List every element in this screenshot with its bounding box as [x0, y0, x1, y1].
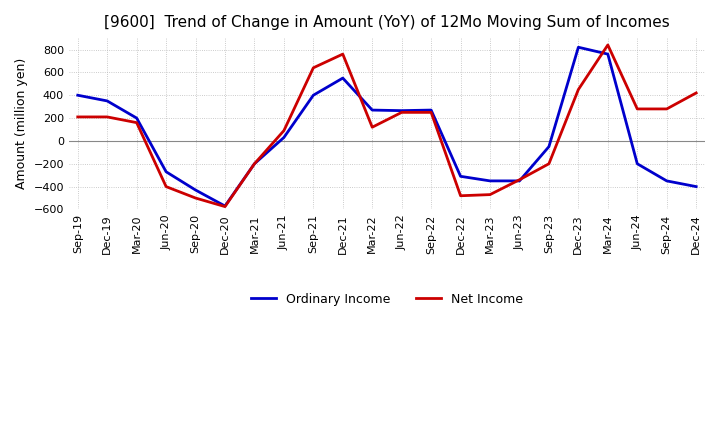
Ordinary Income [692, 184, 701, 189]
Ordinary Income [132, 115, 141, 121]
Line: Net Income: Net Income [78, 45, 696, 207]
Ordinary Income [486, 178, 495, 183]
Ordinary Income [544, 144, 553, 149]
Ordinary Income [338, 75, 347, 81]
Net Income [633, 106, 642, 112]
Net Income [309, 65, 318, 70]
Ordinary Income [368, 107, 377, 113]
Ordinary Income [220, 203, 229, 209]
Line: Ordinary Income: Ordinary Income [78, 47, 696, 206]
Ordinary Income [397, 108, 406, 113]
Ordinary Income [574, 44, 582, 50]
Ordinary Income [309, 92, 318, 98]
Net Income [103, 114, 112, 120]
Net Income [132, 120, 141, 125]
Ordinary Income [456, 174, 465, 179]
Ordinary Income [603, 51, 612, 57]
Ordinary Income [103, 98, 112, 103]
Net Income [544, 161, 553, 166]
Ordinary Income [662, 178, 671, 183]
Ordinary Income [192, 187, 200, 193]
Ordinary Income [73, 92, 82, 98]
Net Income [192, 195, 200, 201]
Net Income [368, 125, 377, 130]
Net Income [515, 177, 523, 183]
Ordinary Income [427, 107, 436, 113]
Legend: Ordinary Income, Net Income: Ordinary Income, Net Income [246, 288, 528, 311]
Ordinary Income [515, 178, 523, 183]
Title: [9600]  Trend of Change in Amount (YoY) of 12Mo Moving Sum of Incomes: [9600] Trend of Change in Amount (YoY) o… [104, 15, 670, 30]
Net Income [456, 193, 465, 198]
Net Income [397, 110, 406, 115]
Net Income [162, 184, 171, 189]
Net Income [220, 204, 229, 209]
Net Income [603, 42, 612, 48]
Net Income [279, 128, 288, 133]
Y-axis label: Amount (million yen): Amount (million yen) [15, 58, 28, 189]
Ordinary Income [250, 161, 258, 166]
Net Income [486, 192, 495, 197]
Net Income [73, 114, 82, 120]
Ordinary Income [279, 135, 288, 140]
Net Income [692, 90, 701, 95]
Net Income [250, 161, 258, 166]
Net Income [574, 87, 582, 92]
Ordinary Income [633, 161, 642, 166]
Net Income [338, 51, 347, 57]
Net Income [427, 110, 436, 115]
Ordinary Income [162, 169, 171, 174]
Net Income [662, 106, 671, 112]
